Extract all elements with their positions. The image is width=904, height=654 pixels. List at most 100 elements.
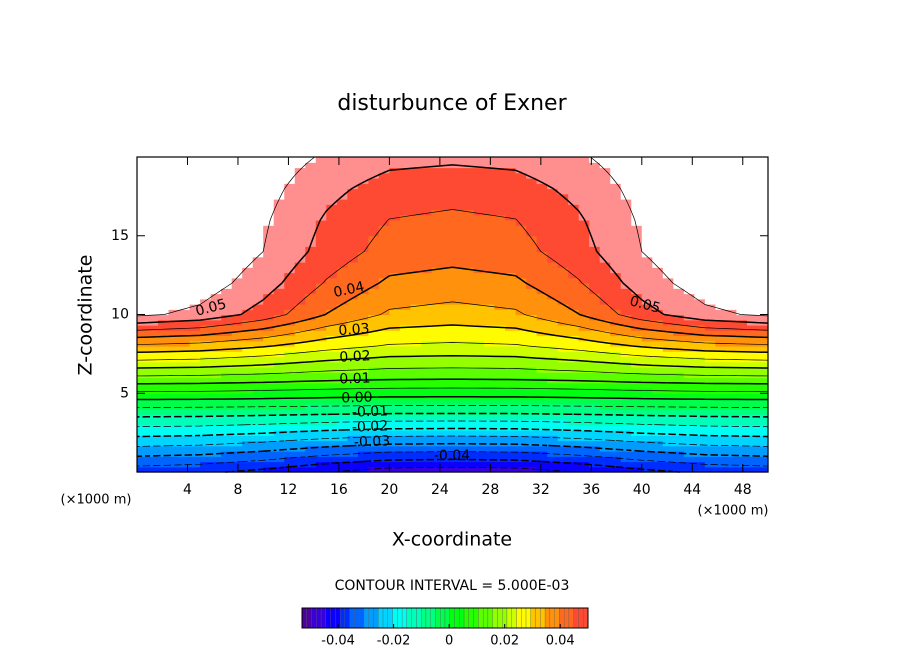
contour-cell <box>399 466 412 473</box>
contour-cell <box>599 409 611 415</box>
contour-cell <box>221 209 233 216</box>
contour-cell <box>673 335 685 342</box>
contour-cell <box>263 209 275 216</box>
contour-cell <box>704 361 717 368</box>
contour-cell <box>463 351 475 358</box>
contour-cell <box>494 319 506 326</box>
contour-cell <box>473 230 485 237</box>
contour-cell <box>189 193 201 200</box>
contour-cell <box>305 283 317 289</box>
contour-cell <box>725 377 738 384</box>
contour-cell <box>484 183 496 190</box>
contour-cell <box>305 193 317 200</box>
contour-cell <box>494 172 506 179</box>
contour-cell <box>168 304 180 310</box>
contour-cell <box>526 241 538 247</box>
contour-cell <box>137 230 149 237</box>
contour-cell <box>431 466 443 473</box>
contour-cell <box>599 325 611 331</box>
contour-cell <box>378 214 390 221</box>
contour-cell <box>410 241 422 247</box>
contour-cell <box>568 298 580 305</box>
contour-cell <box>610 319 622 326</box>
contour-cell <box>536 319 548 326</box>
contour-cell <box>662 424 674 431</box>
contour-cell <box>147 372 159 379</box>
contour-cell <box>589 382 601 389</box>
contour-cell <box>463 325 475 331</box>
contour-cell <box>484 157 496 163</box>
contour-cell <box>484 298 496 305</box>
contour-cell <box>431 167 443 174</box>
contour-cell <box>473 466 485 473</box>
contour-cell <box>252 225 264 232</box>
contour-cell <box>273 440 285 447</box>
contour-cell <box>484 272 496 279</box>
contour-cell <box>326 451 338 457</box>
contour-cell <box>252 172 264 179</box>
contour-cell <box>399 314 412 321</box>
contour-line <box>136 427 769 438</box>
contour-cell <box>179 314 191 321</box>
contour-cell <box>242 251 254 258</box>
contour-cell <box>652 256 664 263</box>
contour-cell <box>473 199 485 205</box>
contour-cell <box>305 188 317 195</box>
contour-cell <box>378 188 390 195</box>
contour-cell <box>210 209 222 216</box>
contour-cell <box>231 409 243 415</box>
contour-cell <box>273 319 285 326</box>
contour-cell <box>557 256 569 263</box>
contour-cell <box>620 398 632 405</box>
contour-cell <box>484 351 496 358</box>
contour-cell <box>368 256 380 263</box>
contour-cell <box>736 288 748 295</box>
contour-cell <box>137 293 149 300</box>
contour-cell <box>715 178 727 184</box>
contour-cell <box>505 262 517 268</box>
contour-cell <box>273 225 285 232</box>
contour-cell <box>158 445 170 452</box>
contour-cell <box>389 461 401 468</box>
contour-cell <box>336 172 348 179</box>
contour-cell <box>568 188 580 195</box>
contour-cell <box>242 398 254 405</box>
contour-cell <box>578 309 590 316</box>
contour-cell <box>599 199 611 205</box>
contour-cell <box>378 461 390 468</box>
contour-cell <box>420 157 433 163</box>
contour-cell <box>168 430 180 436</box>
contour-cell <box>357 409 369 415</box>
contour-cell <box>168 262 180 268</box>
contour-cell <box>231 309 243 316</box>
contour-cell <box>515 256 527 263</box>
contour-cell <box>399 172 412 179</box>
contour-cell <box>494 461 506 468</box>
contour-cell <box>158 256 170 263</box>
contour-cell <box>210 193 222 200</box>
contour-cell <box>431 309 443 316</box>
contour-cell <box>757 241 769 247</box>
contour-cell <box>347 293 359 300</box>
contour-cell <box>568 367 580 373</box>
contour-cell <box>578 172 590 179</box>
contour-cell <box>252 445 264 452</box>
contour-cell <box>494 377 506 384</box>
contour-cell <box>515 178 527 184</box>
contour-cell <box>568 309 580 316</box>
contour-cell <box>610 209 622 216</box>
contour-cell <box>221 251 233 258</box>
contour-cell <box>326 225 338 232</box>
contour-cell <box>515 393 527 400</box>
contour-cell <box>536 188 548 195</box>
contour-cell <box>294 409 306 415</box>
contour-cell <box>736 330 748 337</box>
contour-cell <box>484 388 496 394</box>
contour-cell <box>378 356 390 363</box>
contour-cell <box>452 419 464 426</box>
contour-cell <box>620 230 632 237</box>
contour-cell <box>494 288 506 295</box>
contour-cell <box>284 372 296 379</box>
contour-cell <box>221 220 233 226</box>
contour-cell <box>147 445 159 452</box>
